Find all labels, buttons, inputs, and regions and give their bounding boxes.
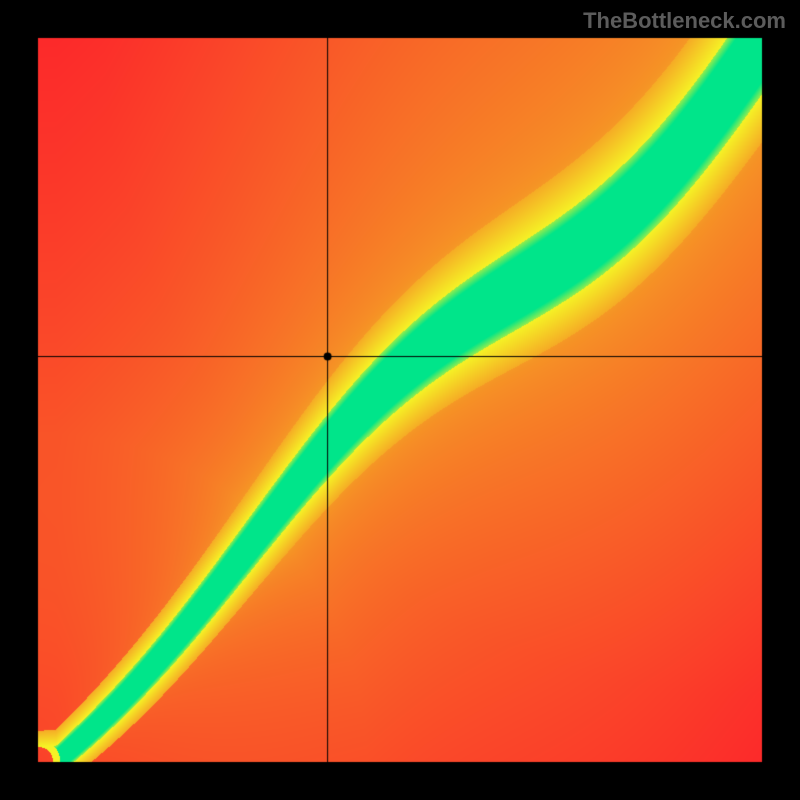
chart-container: TheBottleneck.com (0, 0, 800, 800)
watermark-text: TheBottleneck.com (583, 8, 786, 34)
heatmap-canvas (0, 0, 800, 800)
